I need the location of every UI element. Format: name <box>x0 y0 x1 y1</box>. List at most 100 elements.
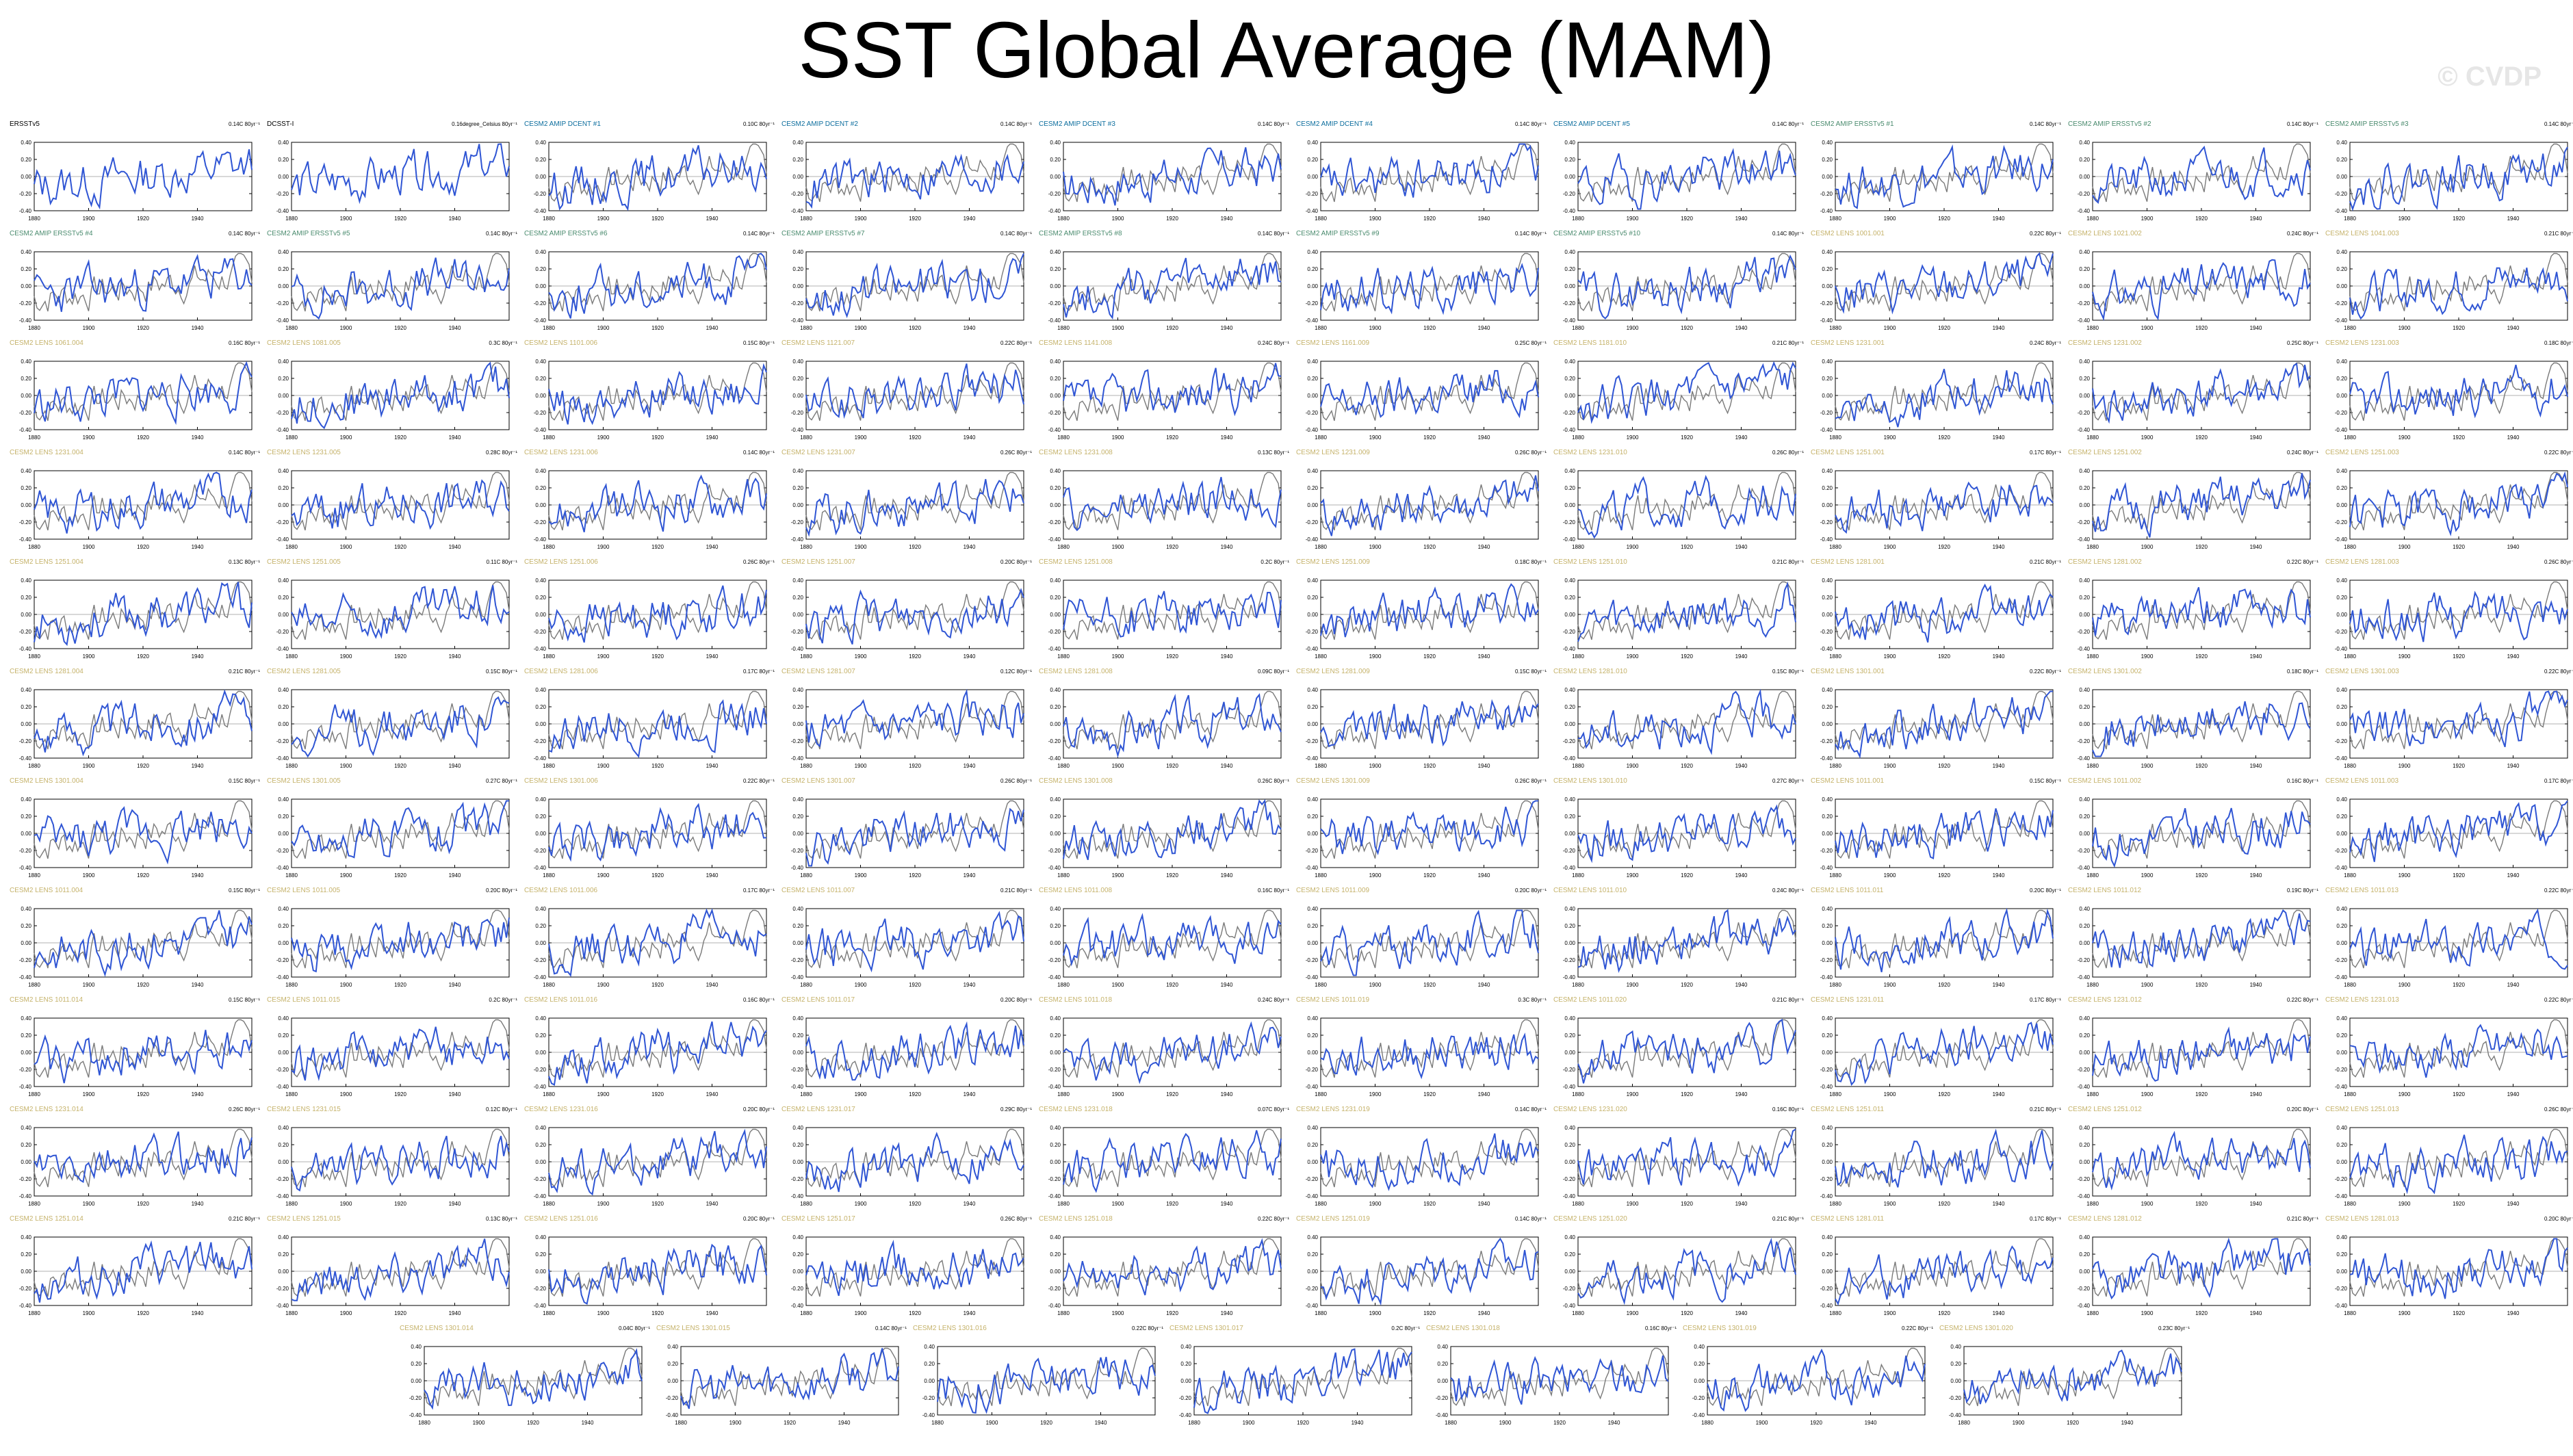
x-tick-label: 1880 <box>28 544 40 550</box>
panel-28: CESM2 LENS 1231.001 0.24C 80yr⁻¹ 0.40 0.20 0… <box>1808 339 2065 449</box>
y-tick-label: 0.00 <box>2079 393 2090 399</box>
y-tick-label: 0.40 <box>1822 249 1833 255</box>
y-tick-label: -0.20 <box>2078 1286 2091 1292</box>
x-tick-label: 1920 <box>1681 653 1693 660</box>
y-tick-label: 0.40 <box>1694 1344 1705 1350</box>
x-tick-label: 1900 <box>1369 1201 1382 1207</box>
x-tick-label: 1940 <box>706 763 719 769</box>
panel-trend-label: 0.17C 80yr⁻¹ <box>742 887 775 894</box>
y-tick-label: -0.20 <box>1306 300 1319 307</box>
x-tick-label: 1920 <box>2195 1310 2208 1316</box>
y-tick-label: 0.40 <box>1822 796 1833 803</box>
obs-series-line <box>805 1238 1024 1297</box>
x-tick-label: 1900 <box>597 1201 610 1207</box>
x-tick-label: 1900 <box>2141 872 2154 879</box>
panel-title: CESM2 LENS 1301.017 <box>1169 1325 1243 1332</box>
panel-trend-label: 0.3C 80yr⁻¹ <box>489 340 517 346</box>
panel-trend-label: 0.14C 80yr⁻¹ <box>1000 231 1032 237</box>
x-tick-label: 1880 <box>543 763 555 769</box>
panel-trend-label: 0.14C 80yr⁻¹ <box>228 450 260 456</box>
y-tick-label: 0.00 <box>2079 1159 2090 1165</box>
x-tick-label: 1940 <box>192 872 204 879</box>
y-tick-label: 0.00 <box>792 174 803 180</box>
x-tick-label: 1900 <box>1112 1091 1124 1097</box>
y-tick-label: -0.20 <box>1048 410 1061 416</box>
panel-title: CESM2 LENS 1281.007 <box>781 668 855 675</box>
y-tick-label: 0.40 <box>278 1125 289 1131</box>
x-tick-label: 1940 <box>2250 325 2262 331</box>
y-tick-label: -0.40 <box>534 646 547 652</box>
panel-12: CESM2 AMIP ERSSTv5 #5 0.14C 80yr⁻¹ 0.40 0.2… <box>264 230 521 339</box>
x-tick-label: 1900 <box>2399 982 2411 988</box>
x-tick-label: 1920 <box>137 1091 149 1097</box>
x-tick-label: 1880 <box>2086 872 2099 879</box>
x-tick-label: 1880 <box>1188 1420 1200 1426</box>
y-tick-label: -0.20 <box>534 738 547 744</box>
y-tick-label: 0.00 <box>21 393 31 399</box>
x-tick-label: 1940 <box>2507 763 2520 769</box>
x-tick-label: 1880 <box>2344 1091 2356 1097</box>
panel-trend-label: 0.14C 80yr⁻¹ <box>2286 121 2318 127</box>
y-tick-label: 0.00 <box>2079 1050 2090 1056</box>
y-tick-label: 0.40 <box>1822 359 1833 365</box>
y-tick-label: -0.40 <box>791 755 804 762</box>
series-line <box>291 696 510 758</box>
x-tick-label: 1920 <box>137 325 149 331</box>
series-line <box>1835 481 2054 534</box>
x-tick-label: 1940 <box>449 763 461 769</box>
y-tick-label: 0.00 <box>1564 1269 1575 1275</box>
y-tick-label: 0.20 <box>278 266 289 272</box>
y-tick-label: -0.20 <box>1820 629 1833 635</box>
y-tick-label: 0.20 <box>21 1142 31 1148</box>
y-tick-label: 0.00 <box>1437 1378 1448 1384</box>
y-tick-label: -0.20 <box>1306 738 1319 744</box>
series-line <box>548 1021 767 1087</box>
obs-series-line <box>548 471 767 531</box>
y-tick-label: -0.40 <box>1306 974 1319 980</box>
x-tick-label: 1940 <box>2507 982 2520 988</box>
panel-trend-label: 0.16C 80yr⁻¹ <box>1644 1325 1677 1331</box>
panel-title: CESM2 LENS 1251.011 <box>1811 1106 1885 1113</box>
x-tick-label: 1920 <box>1423 325 1436 331</box>
x-tick-label: 1920 <box>784 1420 796 1426</box>
y-tick-label: 0.20 <box>535 704 546 710</box>
y-tick-label: -0.20 <box>2078 848 2091 854</box>
obs-series-line <box>2092 143 2311 203</box>
x-tick-label: 1940 <box>192 653 204 660</box>
y-tick-label: 0.20 <box>1307 704 1318 710</box>
y-tick-label: -0.40 <box>1306 536 1319 543</box>
series-line <box>680 1348 899 1409</box>
x-tick-label: 1940 <box>449 1201 461 1207</box>
x-tick-label: 1920 <box>394 544 406 550</box>
y-tick-label: 0.00 <box>1050 721 1061 727</box>
panel-68: CESM2 LENS 1011.001 0.15C 80yr⁻¹ 0.40 0.20 0… <box>1808 777 2065 887</box>
y-tick-label: -0.20 <box>1306 519 1319 525</box>
y-tick-label: 0.40 <box>21 906 31 912</box>
x-tick-label: 1920 <box>2195 653 2208 660</box>
x-tick-label: 1880 <box>2086 1091 2099 1097</box>
x-tick-label: 1920 <box>909 216 921 222</box>
y-tick-label: 0.20 <box>1307 376 1318 382</box>
y-tick-label: 0.20 <box>1822 485 1833 491</box>
y-tick-label: 0.40 <box>792 140 803 146</box>
y-tick-label: 0.20 <box>278 485 289 491</box>
panel-trend-label: 0.15C 80yr⁻¹ <box>228 887 260 894</box>
panel-47: CESM2 LENS 1251.010 0.21C 80yr⁻¹ 0.40 0.20 0… <box>1551 558 1808 668</box>
panel-title: CESM2 AMIP DCENT #3 <box>1039 120 1115 128</box>
panel-trend-label: 0.14C 80yr⁻¹ <box>1772 231 1804 237</box>
y-tick-label: -0.40 <box>534 755 547 762</box>
x-tick-label: 1900 <box>83 216 95 222</box>
panel-11: CESM2 AMIP ERSSTv5 #4 0.14C 80yr⁻¹ 0.40 0.2… <box>7 230 264 339</box>
x-tick-label: 1900 <box>2013 1420 2025 1426</box>
x-tick-label: 1920 <box>1423 544 1436 550</box>
x-tick-label: 1900 <box>855 1201 867 1207</box>
series-line <box>291 917 510 973</box>
x-tick-label: 1920 <box>909 544 921 550</box>
y-tick-label: 0.20 <box>1564 157 1575 163</box>
panel-title: CESM2 LENS 1251.019 <box>1296 1215 1370 1223</box>
panel-trend-label: 0.13C 80yr⁻¹ <box>228 559 260 565</box>
